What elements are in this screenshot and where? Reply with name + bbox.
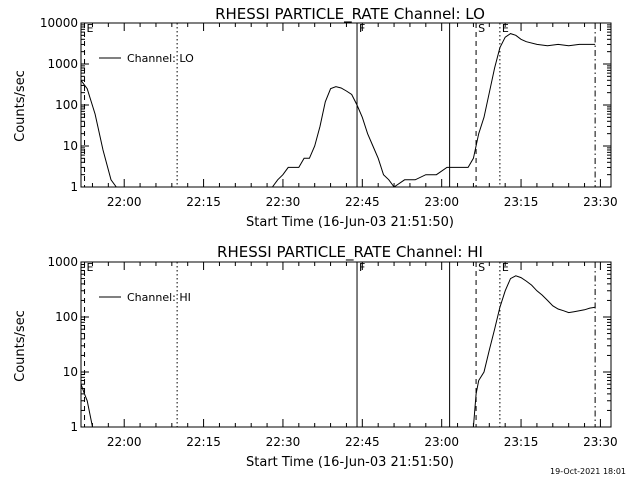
event-marker-label: S — [478, 261, 485, 274]
y-tick-label: 10 — [63, 139, 78, 153]
y-tick-label: 10000 — [40, 16, 78, 30]
panel-lo-xlabel: Start Time (16-Jun-03 21:51:50) — [246, 215, 454, 230]
y-tick-label: 1 — [70, 420, 78, 434]
x-tick-label: 22:00 — [107, 195, 142, 209]
x-tick-label: 23:30 — [583, 195, 618, 209]
x-tick-label: 22:30 — [266, 435, 301, 449]
legend-entry: Channel: LO — [127, 52, 194, 65]
legend-entry: Channel: HI — [127, 291, 191, 304]
x-tick-label: 22:45 — [345, 195, 380, 209]
series-line — [80, 275, 596, 428]
x-tick-label: 23:15 — [504, 435, 539, 449]
y-tick-label: 100 — [55, 98, 78, 112]
y-tick-label: 100 — [55, 310, 78, 324]
plot-frame — [80, 22, 612, 188]
panel-lo: RHESSI PARTICLE_RATE Channel: LO Start T… — [13, 5, 618, 230]
x-tick-label: 22:15 — [186, 435, 221, 449]
x-tick-label: 22:15 — [186, 195, 221, 209]
panel-hi-title: RHESSI PARTICLE_RATE Channel: HI — [217, 243, 483, 262]
x-tick-label: 22:00 — [107, 435, 142, 449]
panel-hi-plot-area: 1 10 100 1000 22:00 22:15 22:30 22:45 23:00 23:15… — [47, 255, 617, 449]
panel-lo-plot-area: 1 10 100 1000 10000 22:00 22:15 22:30 22:45 23:00… — [40, 16, 618, 209]
event-marker-label: F — [359, 261, 365, 274]
panel-hi-xlabel: Start Time (16-Jun-03 21:51:50) — [246, 455, 454, 470]
event-marker-label: E — [87, 22, 94, 35]
x-tick-label: 23:00 — [424, 195, 459, 209]
x-tick-label: 22:45 — [345, 435, 380, 449]
panel-lo-ylabel: Counts/sec — [13, 70, 28, 142]
panel-lo-title: RHESSI PARTICLE_RATE Channel: LO — [215, 5, 485, 24]
plot-frame — [80, 261, 612, 428]
footer-timestamp: 19-Oct-2021 18:01 — [550, 467, 626, 476]
event-marker-label: E — [87, 261, 94, 274]
y-tick-label: 1 — [70, 180, 78, 194]
panel-hi: RHESSI PARTICLE_RATE Channel: HI Start T… — [13, 243, 618, 470]
panel-hi-ylabel: Counts/sec — [13, 310, 28, 382]
event-marker-label: S — [478, 22, 485, 35]
x-tick-label: 23:15 — [504, 195, 539, 209]
series-line — [80, 33, 596, 188]
x-tick-label: 23:00 — [424, 435, 459, 449]
y-tick-label: 1000 — [47, 57, 78, 71]
x-tick-label: 22:30 — [266, 195, 301, 209]
x-tick-label: 23:30 — [583, 435, 618, 449]
event-marker-label: E — [502, 22, 509, 35]
event-marker-label: F — [359, 22, 365, 35]
y-tick-label: 1000 — [47, 255, 78, 269]
y-tick-label: 10 — [63, 365, 78, 379]
event-marker-label: E — [502, 261, 509, 274]
